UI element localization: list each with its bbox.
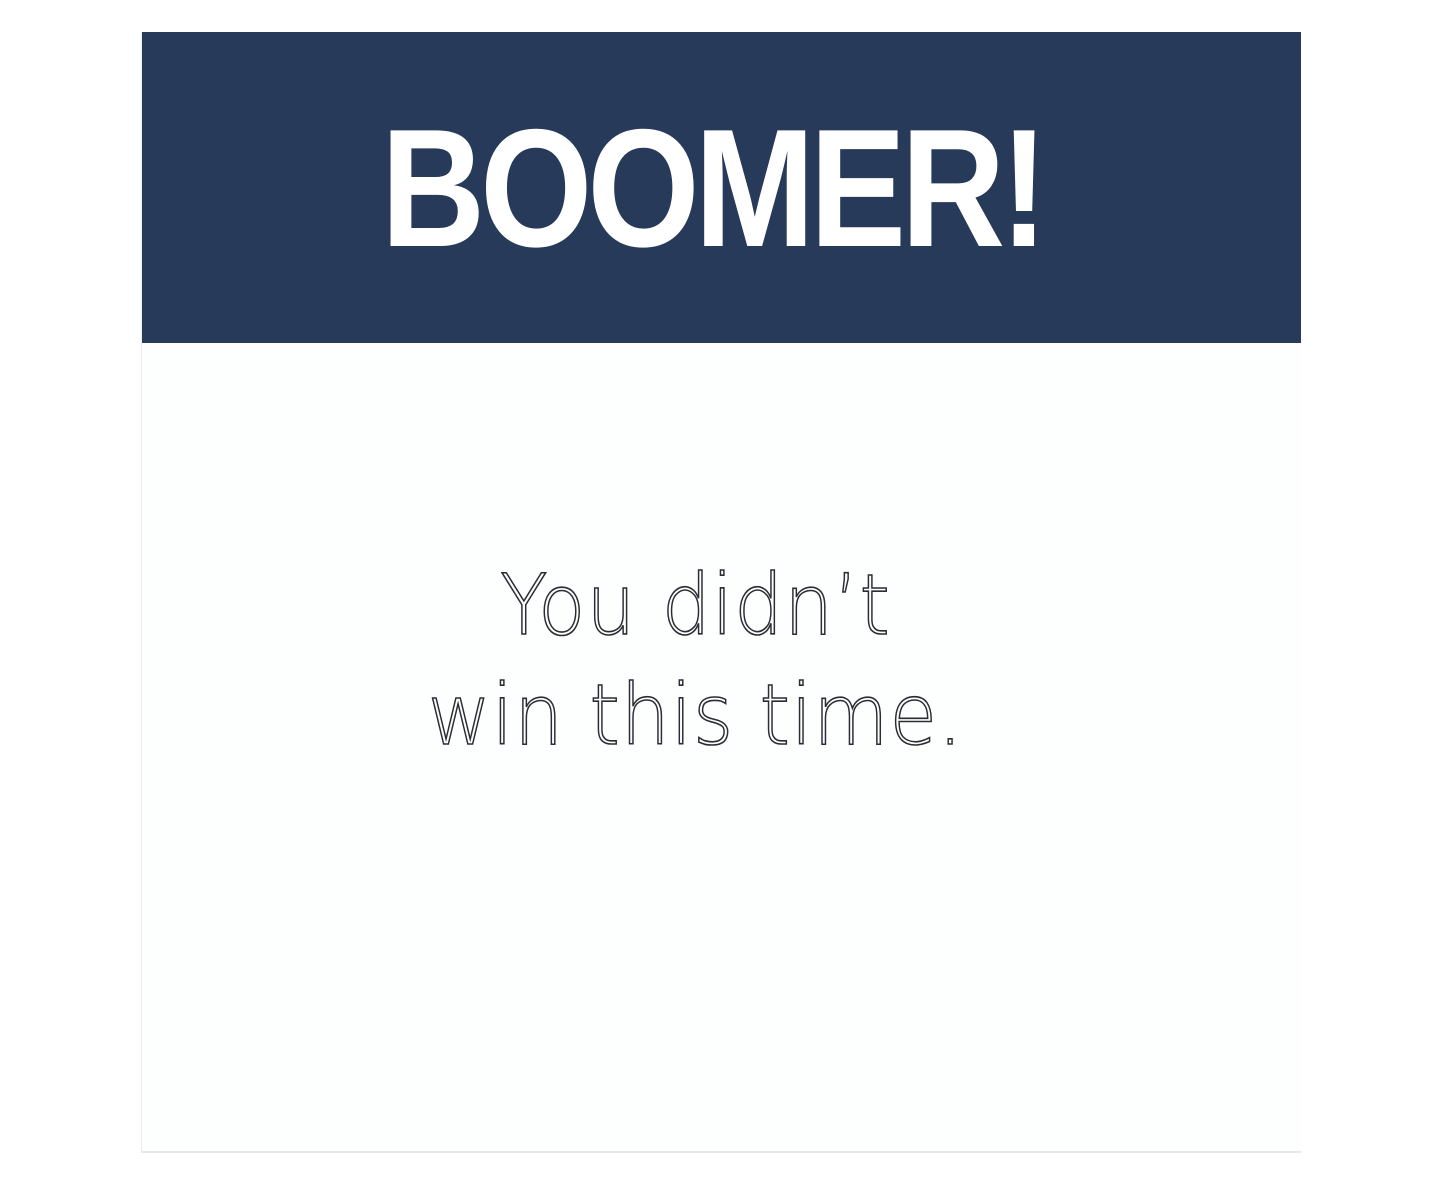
result-message-line2: win this time. xyxy=(427,665,964,765)
result-message-line1: You didn’t xyxy=(500,555,891,655)
result-headline: BOOMER! xyxy=(380,93,1047,282)
result-card: BOOMER! You didn’t win this time. xyxy=(141,32,1301,1153)
result-banner: BOOMER! xyxy=(142,32,1301,343)
result-message: You didn’t win this time. xyxy=(162,550,1228,770)
